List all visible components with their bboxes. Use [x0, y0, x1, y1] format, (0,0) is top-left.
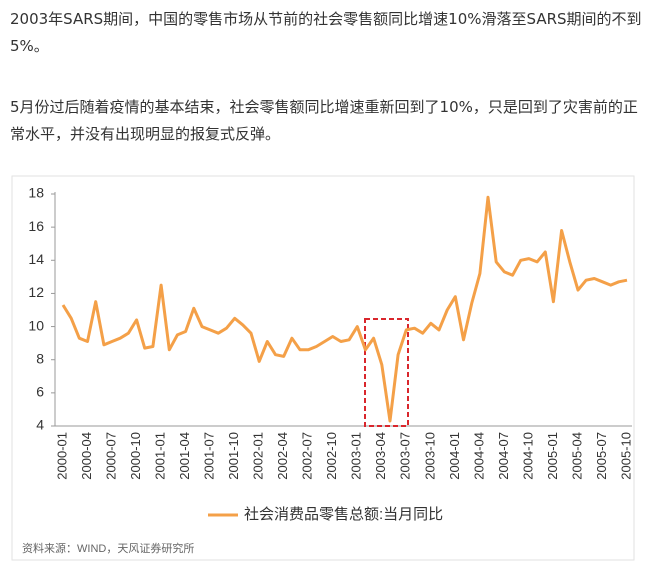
paragraph: 5月份过后随着疫情的基本结束，社会零售额同比增速重新回到了10%，只是回到了灾害…	[10, 98, 638, 143]
x-tick-label: 2000-10	[128, 432, 143, 480]
x-tick-label: 2000-07	[103, 432, 118, 480]
y-tick-label: 16	[28, 218, 44, 234]
x-tick-label: 2005-01	[545, 432, 560, 480]
source-note: 资料来源：WIND，天风证券研究所	[22, 541, 194, 555]
chart-frame	[11, 175, 635, 561]
x-tick-label: 2003-04	[373, 432, 388, 480]
legend-label: 社会消费品零售总额:当月同比	[244, 506, 443, 523]
x-tick-label: 2004-04	[471, 432, 486, 480]
x-tick-label: 2002-01	[251, 432, 266, 480]
x-tick-label: 2003-10	[422, 432, 437, 480]
x-tick-label: 2005-07	[594, 432, 609, 480]
x-tick-label: 2001-04	[177, 432, 192, 480]
x-tick-label: 2004-10	[520, 432, 535, 480]
y-tick-label: 8	[36, 350, 44, 366]
x-tick-label: 2005-10	[618, 432, 633, 480]
y-tick-label: 6	[36, 384, 44, 400]
paragraph: 2003年SARS期间，中国的零售市场从节前的社会零售额同比增速10%滑落至SA…	[10, 10, 642, 55]
y-tick-label: 14	[28, 251, 44, 267]
x-tick-label: 2001-10	[226, 432, 241, 480]
x-tick-label: 2002-04	[275, 432, 290, 480]
highlight-box	[364, 318, 409, 427]
x-tick-label: 2004-07	[496, 432, 511, 480]
x-tick-label: 2002-10	[324, 432, 339, 480]
data-line	[61, 195, 628, 423]
x-tick-label: 2000-01	[54, 432, 69, 480]
x-tick-label: 2003-01	[349, 432, 364, 480]
x-tick-label: 2001-01	[153, 432, 168, 480]
x-tick-label: 2004-01	[447, 432, 462, 480]
x-tick-label: 2000-04	[79, 432, 94, 480]
y-tick-label: 4	[36, 417, 44, 433]
y-tick-label: 18	[28, 185, 44, 201]
y-tick-label: 12	[28, 284, 44, 300]
y-tick-label: 10	[28, 317, 44, 333]
x-tick-label: 2003-07	[398, 432, 413, 480]
x-tick-label: 2002-07	[300, 432, 315, 480]
x-tick-label: 2001-07	[202, 432, 217, 480]
x-tick-label: 2005-04	[569, 432, 584, 480]
